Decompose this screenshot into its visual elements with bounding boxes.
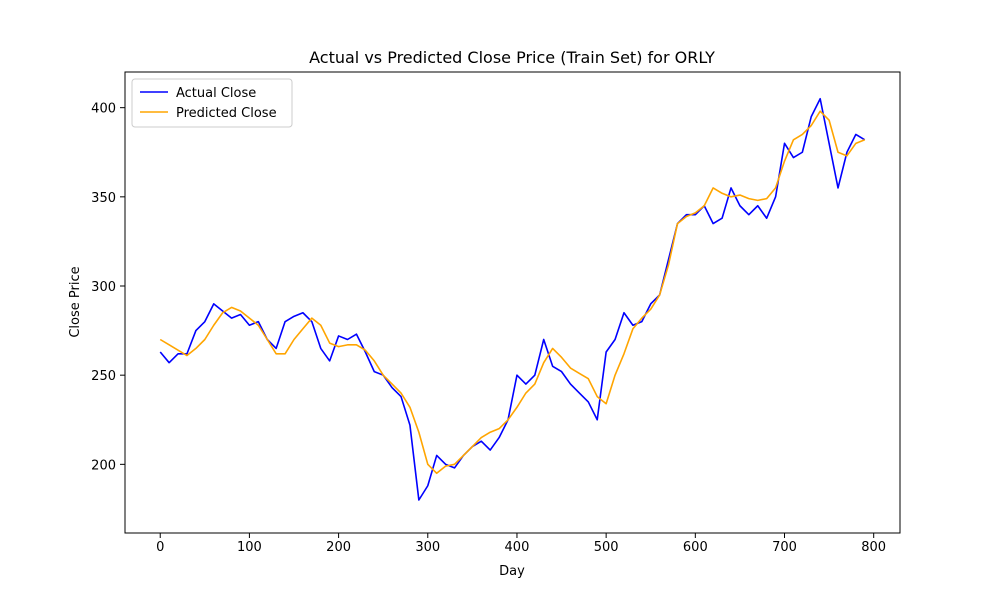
x-tick-label: 800 bbox=[861, 540, 886, 555]
y-tick-label: 200 bbox=[91, 458, 116, 473]
legend-box bbox=[131, 78, 293, 128]
y-axis-label: Close Price bbox=[68, 266, 83, 337]
legend-label: Actual Close bbox=[176, 86, 256, 101]
x-tick-label: 100 bbox=[237, 540, 262, 555]
y-tick-label: 300 bbox=[91, 280, 116, 295]
x-axis-label: Day bbox=[499, 564, 525, 579]
series-line bbox=[159, 97, 866, 501]
chart-title: Actual vs Predicted Close Price (Train S… bbox=[309, 48, 715, 67]
x-tick-label: 600 bbox=[683, 540, 708, 555]
x-tick-label: 700 bbox=[772, 540, 797, 555]
y-tick-label: 350 bbox=[91, 191, 116, 206]
x-tick-label: 0 bbox=[156, 540, 164, 555]
y-tick-label: 250 bbox=[91, 369, 116, 384]
x-tick-label: 500 bbox=[594, 540, 619, 555]
x-tick-label: 400 bbox=[505, 540, 530, 555]
legend-label: Predicted Close bbox=[176, 106, 277, 121]
y-tick-label: 400 bbox=[91, 102, 116, 117]
x-tick-label: 200 bbox=[326, 540, 351, 555]
plot-frame bbox=[124, 71, 901, 534]
series-line bbox=[159, 110, 866, 475]
x-tick-label: 300 bbox=[415, 540, 440, 555]
legend: Actual Close Predicted Close bbox=[131, 78, 293, 128]
